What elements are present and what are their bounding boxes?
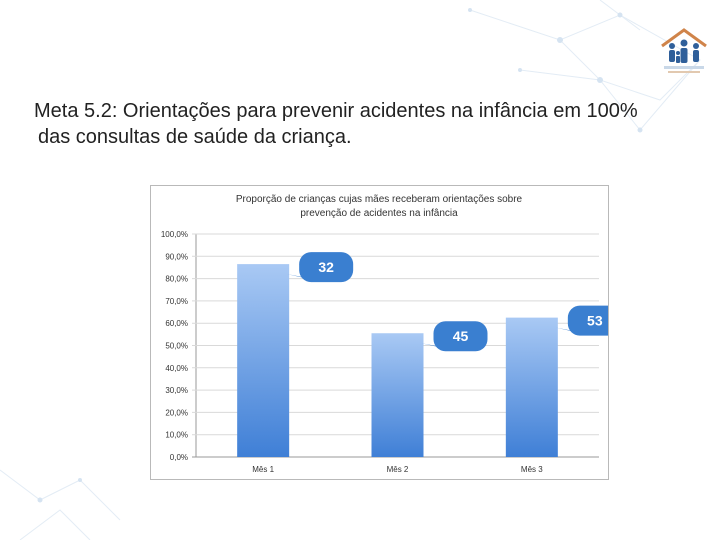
- callout-bubble: [299, 252, 354, 283]
- y-tick-label: 0,0%: [170, 453, 188, 462]
- callout-label: 32: [318, 259, 334, 275]
- bar-1: [237, 264, 290, 457]
- chart-title-line-2: prevenção de acidentes na infância: [300, 208, 458, 219]
- y-tick-label: 70,0%: [165, 297, 188, 306]
- chart-container: Proporção de crianças cujas mães receber…: [150, 185, 622, 480]
- bar-chart: Proporção de crianças cujas mães receber…: [161, 194, 622, 474]
- callout-label: 45: [453, 328, 469, 344]
- bar-3: [505, 317, 558, 457]
- x-tick-label: Mês 1: [252, 465, 274, 474]
- bar-2: [371, 333, 424, 457]
- family-health-logo-icon: [661, 28, 707, 73]
- heading-line-1: Meta 5.2: Orientações para prevenir acid…: [34, 100, 638, 122]
- callout-2: 45: [421, 321, 488, 352]
- callout-bubble: [433, 321, 488, 352]
- y-tick-label: 10,0%: [165, 431, 188, 440]
- callout-1: 32: [287, 252, 354, 283]
- chart-title-line-1: Proporção de crianças cujas mães receber…: [236, 194, 523, 205]
- y-tick-label: 60,0%: [165, 319, 188, 328]
- x-tick-label: Mês 2: [387, 465, 409, 474]
- callout-3: 53: [555, 305, 622, 336]
- callout-label: 53: [587, 313, 603, 329]
- y-tick-label: 90,0%: [165, 252, 188, 261]
- y-tick-label: 30,0%: [165, 386, 188, 395]
- heading-line-2: das consultas de saúde da criança.: [38, 126, 352, 148]
- y-tick-label: 20,0%: [165, 408, 188, 417]
- y-tick-label: 100,0%: [161, 230, 188, 239]
- y-tick-label: 50,0%: [165, 342, 188, 351]
- slide-heading: Meta 5.2: Orientações para prevenir acid…: [34, 98, 674, 150]
- y-tick-label: 40,0%: [165, 364, 188, 373]
- y-tick-label: 80,0%: [165, 275, 188, 284]
- x-tick-label: Mês 3: [521, 465, 543, 474]
